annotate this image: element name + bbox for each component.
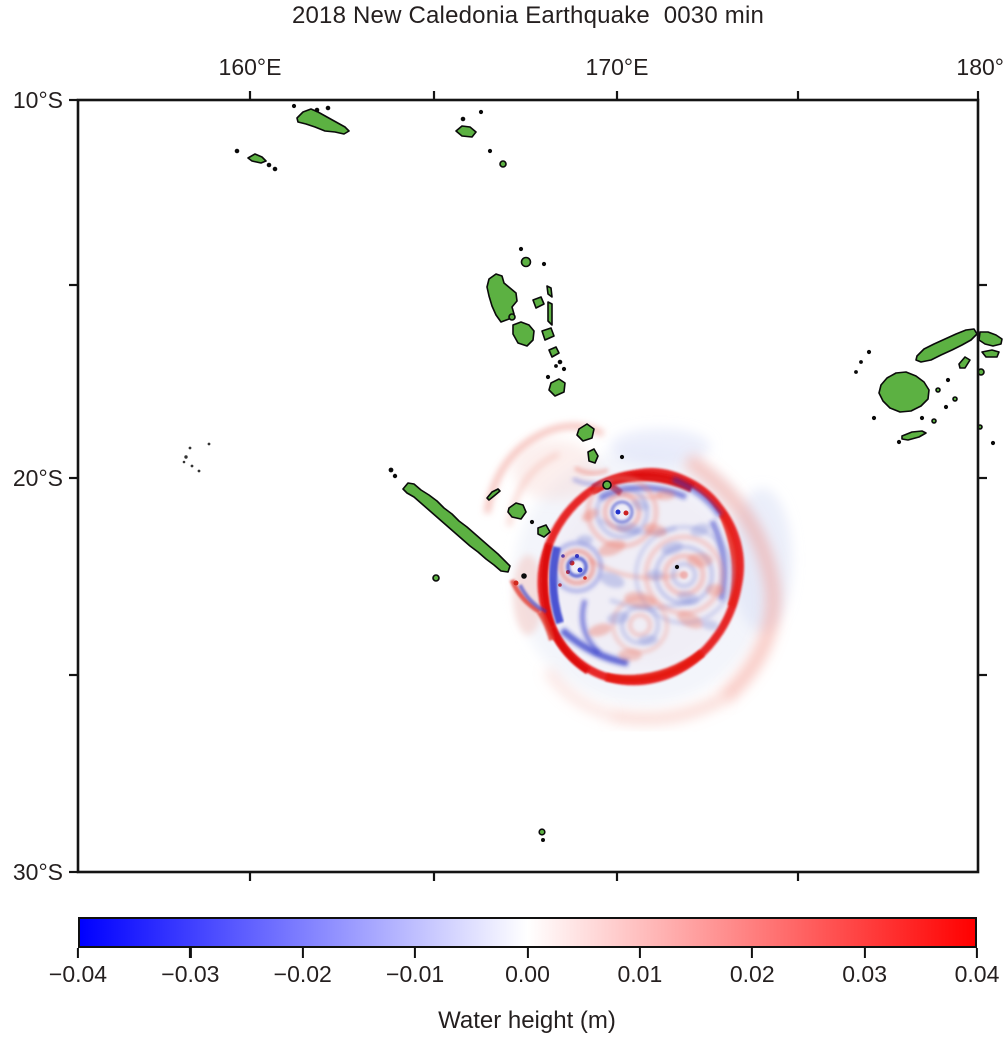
- colorbar-tick-label: −0.01: [386, 961, 445, 987]
- colorbar-tick-mark: [189, 948, 192, 958]
- left-axis-label-20s: 20°S: [12, 465, 63, 491]
- colorbar-tick-mark: [414, 948, 417, 958]
- colorbar-tick-mark: [76, 948, 80, 958]
- colorbar-tick-mark: [975, 948, 979, 958]
- colorbar-tick-label: 0.02: [729, 961, 775, 987]
- wave-south-nc-features: [509, 579, 555, 641]
- colorbar-tick-label: −0.03: [161, 961, 220, 987]
- map-frame: [69, 91, 987, 881]
- colorbar-label: Water height (m): [438, 1007, 616, 1034]
- colorbar-tick-mark: [301, 948, 304, 958]
- colorbar-tick-label: 0.03: [842, 961, 888, 987]
- colorbar-ticks: −0.04 −0.03 −0.02 −0.01 0.00 0.01 0.02 0.03 0.04: [49, 948, 999, 1018]
- top-axis-label-180: 180°: [956, 54, 1004, 80]
- santa-cruz-islands: [455, 109, 507, 168]
- colorbar-tick-mark: [638, 948, 641, 958]
- reef-specks: [182, 442, 211, 473]
- colorbar-tick-mark: [751, 948, 754, 958]
- frame-ticks: [69, 91, 987, 881]
- colorbar-tick-label: −0.02: [273, 961, 332, 987]
- fiji-islands: [854, 328, 1003, 446]
- left-axis-label-30s: 30°S: [12, 859, 63, 885]
- top-axis-label-160e: 160°E: [218, 54, 282, 80]
- figure-title: 2018 New Caledonia Earthquake 0030 min: [291, 2, 765, 29]
- vanuatu-islands: [486, 246, 680, 570]
- colorbar-tick-mark: [526, 948, 529, 958]
- colorbar-tick-label: 0.04: [954, 961, 1000, 987]
- solomon-islands: [234, 103, 350, 172]
- wave-mottle: [577, 490, 724, 661]
- colorbar: −0.04 −0.03 −0.02 −0.01 0.00 0.01 0.02 0.03 0.04: [49, 917, 999, 987]
- colorbar-tick-label: 0.01: [617, 961, 663, 987]
- new-caledonia: [388, 467, 527, 582]
- colorbar-tick-mark: [863, 948, 866, 958]
- colorbar-tick-label: 0.00: [505, 961, 550, 987]
- norfolk-island: [538, 828, 546, 842]
- wave-ripple-center-c: [551, 541, 603, 593]
- top-axis-label-170e: 170°E: [585, 54, 649, 80]
- loyalty-islands: [486, 488, 551, 538]
- left-axis-label-10s: 10°S: [12, 87, 63, 113]
- land-group: [182, 103, 1003, 842]
- tsunami-wave-field: [484, 423, 792, 725]
- colorbar-tick-label: −0.04: [48, 961, 108, 987]
- colorbar-gradient: [78, 917, 977, 948]
